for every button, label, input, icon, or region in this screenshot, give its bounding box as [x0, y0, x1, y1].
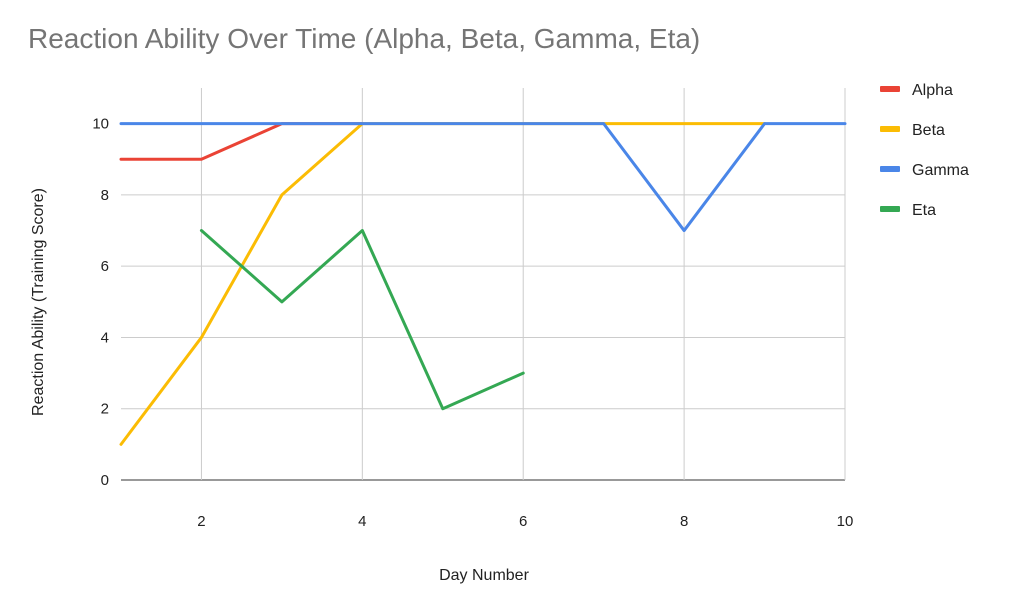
axis-ticks: 0 2 4 6 8 10 2 4 6 8 10: [92, 116, 853, 530]
x-axis-label: Day Number: [439, 567, 529, 584]
x-tick-label: 6: [519, 513, 527, 530]
y-tick-label: 8: [101, 187, 109, 204]
y-tick-label: 10: [92, 116, 109, 133]
x-tick-label: 10: [837, 513, 854, 530]
series-line-eta: [199, 229, 525, 411]
series-line-beta: [119, 122, 767, 446]
legend-swatch-beta: [880, 126, 900, 132]
y-tick-label: 2: [101, 401, 109, 418]
x-tick-label: 4: [358, 513, 366, 530]
series-line-gamma: [119, 122, 847, 233]
legend-label-beta: Beta: [912, 122, 945, 139]
y-axis-label: Reaction Ability (Training Score): [30, 188, 47, 416]
y-tick-label: 4: [101, 329, 109, 346]
legend-label-eta: Eta: [912, 202, 936, 219]
y-tick-label: 6: [101, 258, 109, 275]
x-tick-label: 2: [197, 513, 205, 530]
legend-swatch-eta: [880, 206, 900, 212]
plot-area: [119, 122, 847, 446]
legend-label-gamma: Gamma: [912, 162, 969, 179]
legend-swatch-alpha: [880, 86, 900, 92]
legend-label-alpha: Alpha: [912, 82, 953, 99]
y-tick-label: 0: [101, 472, 109, 489]
legend-swatch-gamma: [880, 166, 900, 172]
chart-title: Reaction Ability Over Time (Alpha, Beta,…: [28, 23, 700, 54]
x-tick-label: 8: [680, 513, 688, 530]
legend: Alpha Beta Gamma Eta: [880, 82, 969, 219]
